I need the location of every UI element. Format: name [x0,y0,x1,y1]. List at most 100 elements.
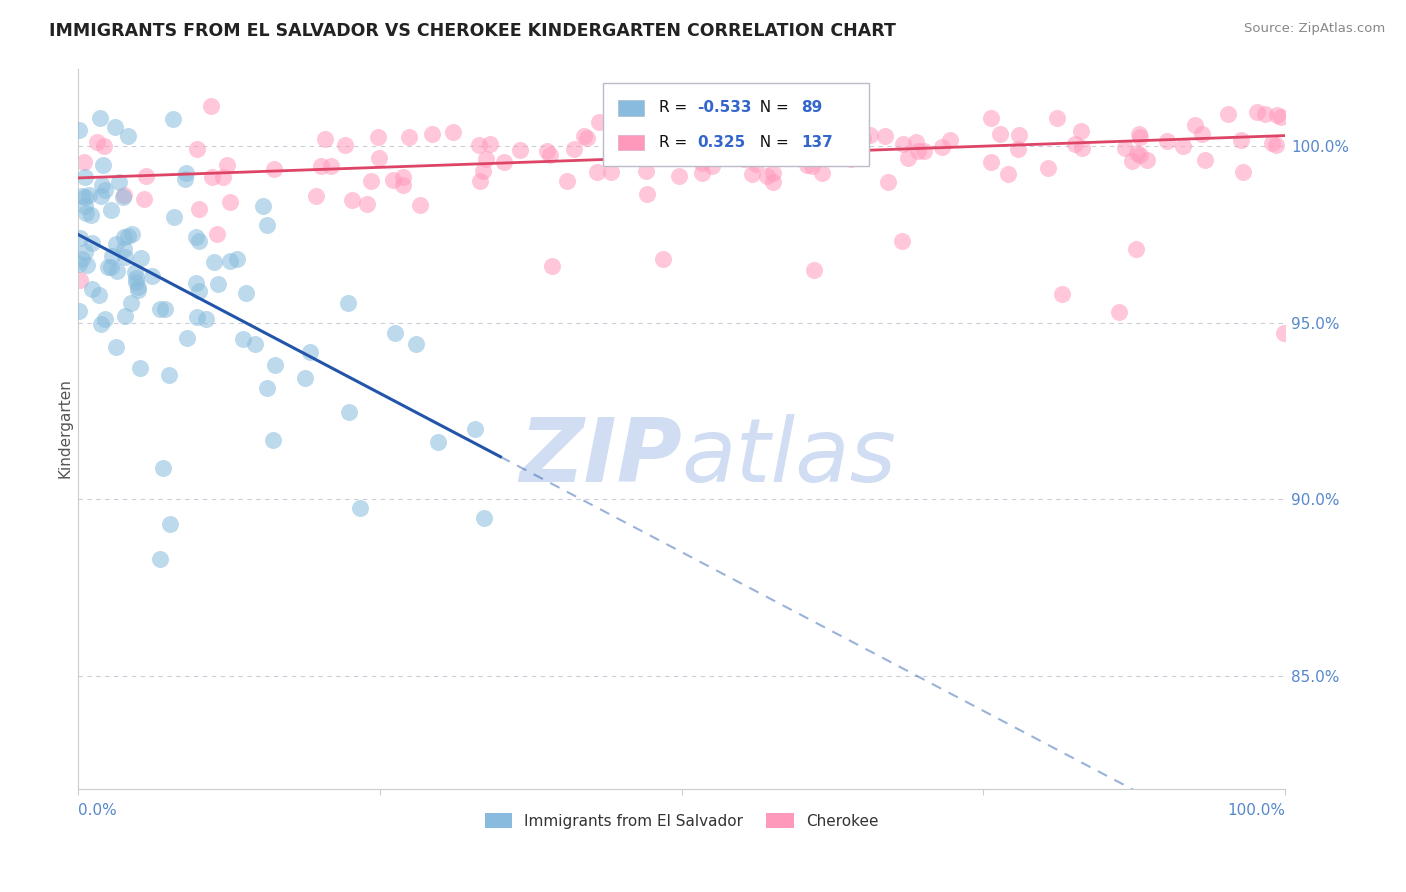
Point [80,208,103,222]
Point [262,433,284,447]
Point [1007,128,1029,142]
Point [90,189,112,203]
Point [700,159,723,173]
Point [756,169,779,184]
Point [187,234,209,248]
Point [148,302,170,317]
Point [127,280,149,294]
Point [468,174,491,188]
Point [1184,118,1206,132]
Point [112,188,135,202]
Text: 137: 137 [801,135,832,150]
Point [153,302,176,317]
Point [426,434,449,449]
Point [1136,153,1159,167]
Point [219,194,242,209]
Text: 89: 89 [801,100,823,115]
Point [980,154,1002,169]
Point [252,199,274,213]
Point [128,360,150,375]
Point [536,144,558,158]
Point [149,552,172,566]
Point [67,257,90,271]
Point [733,152,755,166]
Point [623,116,645,130]
Point [91,158,114,172]
Point [1265,108,1288,122]
Point [762,166,785,180]
Point [1173,138,1195,153]
Point [405,336,427,351]
Point [1264,138,1286,153]
Point [186,142,208,156]
Point [472,510,495,524]
Point [1114,141,1136,155]
Point [699,130,721,145]
Point [319,159,342,173]
Point [120,296,142,310]
Point [117,229,139,244]
Point [131,251,153,265]
Point [741,130,763,145]
Point [1261,136,1284,150]
Point [93,139,115,153]
Point [1128,127,1150,141]
Point [755,136,778,151]
Point [356,197,378,211]
Point [1007,142,1029,156]
Point [381,173,404,187]
Point [690,166,713,180]
Point [912,145,935,159]
Point [1046,111,1069,125]
Point [1191,127,1213,141]
Point [211,170,233,185]
Point [384,326,406,341]
Point [135,169,157,184]
Point [194,311,217,326]
Point [152,461,174,475]
Text: R =: R = [658,100,692,115]
Point [572,129,595,144]
Point [70,252,93,266]
Point [174,166,197,180]
Text: -0.533: -0.533 [697,100,752,115]
Point [67,304,90,318]
Point [939,133,962,147]
Point [163,210,186,224]
Point [111,190,134,204]
Point [562,142,585,156]
Point [76,258,98,272]
Point [980,111,1002,125]
Point [759,145,782,160]
Text: N =: N = [751,100,794,115]
Point [309,160,332,174]
Point [114,310,136,324]
Point [672,130,695,145]
Point [613,146,636,161]
Point [207,227,229,242]
Point [298,345,321,359]
Point [105,237,128,252]
Point [187,202,209,217]
Point [1270,110,1292,124]
Point [80,282,103,296]
Point [1232,165,1254,179]
Point [101,249,124,263]
Point [100,203,122,218]
Point [73,169,96,184]
Point [762,175,785,189]
Point [89,111,111,125]
Point [69,273,91,287]
Point [335,137,357,152]
Point [682,96,704,111]
Point [468,138,491,153]
Point [654,146,676,161]
Point [100,260,122,275]
Point [117,129,139,144]
Point [441,125,464,139]
Text: N =: N = [751,135,794,150]
Point [235,285,257,300]
Point [87,288,110,302]
Point [668,112,690,126]
Point [723,130,745,145]
